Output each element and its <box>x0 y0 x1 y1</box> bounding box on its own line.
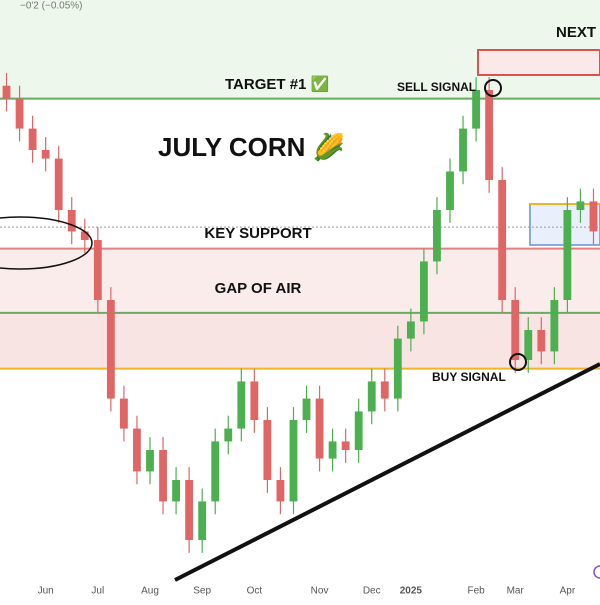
candle-body <box>28 128 37 150</box>
gap-zone-lower <box>0 312 600 368</box>
candle-body <box>589 201 598 232</box>
candle-body <box>563 210 572 300</box>
candle-body <box>159 450 167 502</box>
candle-body <box>146 450 154 472</box>
x-tick-label: Sep <box>193 586 211 597</box>
candle-body <box>472 90 480 129</box>
candle-body <box>133 428 141 472</box>
candle-body <box>485 90 494 180</box>
target-label: TARGET #1 ✅ <box>225 75 329 93</box>
next-target-box <box>477 49 600 76</box>
candle-body <box>354 411 363 450</box>
candle-body <box>576 201 585 210</box>
marker <box>593 565 600 579</box>
candle-body <box>302 398 311 420</box>
candle-body <box>185 480 194 540</box>
candle-body <box>380 381 389 399</box>
candle-body <box>198 501 207 540</box>
next-label: NEXT <box>556 24 596 41</box>
x-tick-label: Oct <box>247 586 263 597</box>
candle-body <box>420 261 428 322</box>
buy-circle <box>509 353 527 371</box>
candle-body <box>550 300 559 352</box>
candle-body <box>172 480 180 502</box>
candle-body <box>250 381 259 420</box>
candle-body <box>106 300 115 399</box>
sell-label: SELL SIGNAL <box>397 80 476 94</box>
candle-body <box>433 210 441 262</box>
x-tick-label: Aug <box>141 586 159 597</box>
candle-body <box>498 180 507 300</box>
candle-body <box>263 420 272 480</box>
candle-body <box>93 240 102 300</box>
x-tick-label: Jun <box>38 586 54 597</box>
x-tick-label: Mar <box>507 586 525 597</box>
x-tick-label: Feb <box>467 586 485 597</box>
x-tick-label: Apr <box>560 586 576 597</box>
chart-title: JULY CORN 🌽 <box>158 131 345 162</box>
candle-body <box>237 381 246 429</box>
candle-body <box>446 171 454 210</box>
header-text: −0'2 (−0.05%) <box>20 1 83 12</box>
candle-body <box>328 441 337 459</box>
candle-body <box>211 441 220 502</box>
gap-label: GAP OF AIR <box>215 280 302 297</box>
x-tick-label: 2025 <box>400 586 423 597</box>
trendline <box>174 362 600 582</box>
support-label: KEY SUPPORT <box>204 225 311 242</box>
x-tick-label: Nov <box>311 586 329 597</box>
candle-body <box>224 428 233 442</box>
candle-body <box>54 158 63 210</box>
candle-body <box>276 480 285 502</box>
candle-body <box>459 128 467 172</box>
candle-body <box>511 300 520 360</box>
candle-body <box>120 398 128 429</box>
candle-body <box>2 85 11 99</box>
candle-body <box>524 330 533 360</box>
candle-body <box>67 210 76 232</box>
candle-body <box>315 398 324 459</box>
candle-body <box>41 150 50 159</box>
candle-body <box>393 338 402 399</box>
x-tick-label: Dec <box>363 586 381 597</box>
candle-body <box>406 321 415 339</box>
candle-body <box>80 231 89 240</box>
candle-body <box>367 381 376 412</box>
candle-body <box>537 330 546 352</box>
candle-body <box>341 441 350 450</box>
candle-body <box>15 98 24 129</box>
buy-label: BUY SIGNAL <box>432 370 506 384</box>
highlight-ellipse <box>0 216 93 270</box>
candle-body <box>289 420 298 502</box>
x-tick-label: Jul <box>91 586 104 597</box>
sell-circle <box>484 79 502 97</box>
